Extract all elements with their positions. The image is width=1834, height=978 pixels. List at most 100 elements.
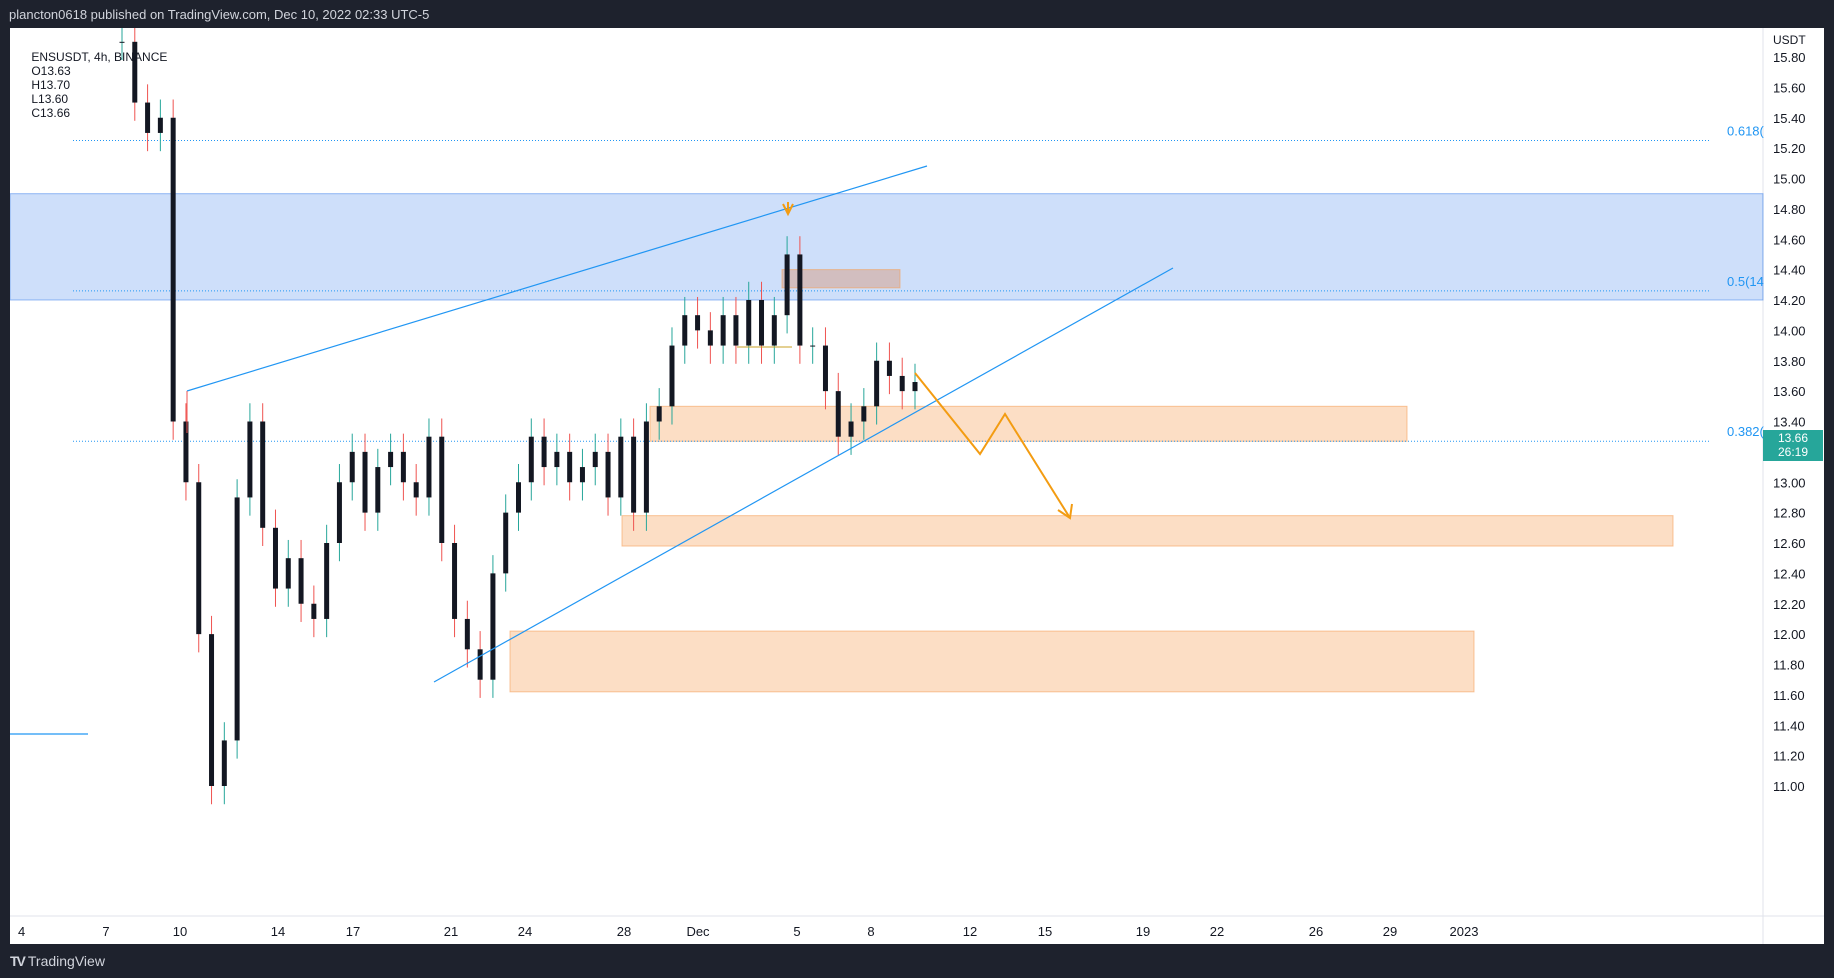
publish-header: plancton0618 published on TradingView.co…: [0, 0, 1834, 28]
price-tick-label: 15.40: [1773, 111, 1806, 126]
price-tick-label: 11.60: [1773, 688, 1805, 703]
time-tick-label: 19: [1136, 924, 1150, 939]
price-tick-label: 14.60: [1773, 232, 1806, 247]
candle-body: [541, 436, 547, 468]
candle-body: [196, 482, 202, 635]
candle-body: [835, 391, 841, 437]
candle-body: [746, 300, 752, 346]
time-tick-label: 28: [617, 924, 631, 939]
candle-body: [336, 482, 342, 543]
candle-body: [733, 315, 739, 346]
price-tick-label: 13.60: [1773, 384, 1806, 399]
lower-trendline: [433, 267, 1174, 683]
chart-canvas[interactable]: 0.618(0.5(14 0.382(15.80 15.60 15.40 15.20 15…: [10, 28, 1824, 944]
price-tick-label: 14.00: [1773, 323, 1806, 338]
candle-body: [119, 41, 125, 43]
candle-body: [464, 618, 470, 650]
candle-body: [503, 512, 509, 574]
candle-body: [554, 451, 560, 468]
price-unit: USDT: [1773, 33, 1806, 47]
price-tick-label: 15.00: [1773, 172, 1806, 187]
candle-body: [874, 360, 880, 407]
time-tick-label: 22: [1210, 924, 1224, 939]
candle-body: [439, 436, 445, 543]
candle-body: [349, 451, 355, 483]
time-tick-label: 21: [444, 924, 458, 939]
candle-body: [516, 482, 521, 513]
candle-body: [272, 527, 278, 589]
legend-open: O13.63: [31, 64, 71, 78]
zone-demand: [649, 405, 1408, 442]
candle-body: [669, 345, 675, 407]
time-tick-label: 12: [963, 924, 977, 939]
candle-body: [324, 543, 330, 619]
candle-body: [157, 117, 163, 133]
publish-text: plancton0618 published on TradingView.co…: [9, 7, 430, 22]
zone-supply: [10, 193, 1764, 301]
fib-level-label: 0.382(: [1727, 424, 1765, 439]
candle-body: [707, 330, 713, 346]
time-tick-label: 29: [1383, 924, 1397, 939]
time-tick-label: 26: [1309, 924, 1323, 939]
price-tick-label: 12.40: [1773, 566, 1806, 581]
candle-body: [771, 315, 777, 346]
candle-body: [848, 421, 854, 437]
time-tick-label: 10: [173, 924, 187, 939]
candle-body: [810, 345, 816, 347]
candle-body: [605, 451, 611, 498]
price-tick-label: 13.40: [1773, 415, 1806, 430]
candle-body: [631, 436, 637, 513]
candle-body: [579, 467, 585, 483]
candle-body: [861, 406, 867, 422]
candle-body: [567, 451, 573, 483]
candle-body: [477, 649, 483, 680]
price-tick-label: 12.60: [1773, 536, 1806, 551]
price-tick-label: 12.80: [1773, 506, 1806, 521]
candle-body: [912, 382, 918, 392]
footer-bar: TV TradingView: [0, 944, 1834, 978]
legend-low: L13.60: [31, 92, 69, 106]
price-tick-label: 14.80: [1773, 202, 1806, 217]
candle-body: [695, 315, 701, 331]
price-tick-label: 11.00: [1773, 779, 1805, 794]
fib-level-label: 0.5(14: [1727, 274, 1764, 289]
candle-body: [886, 360, 892, 376]
price-tick-label: 15.60: [1773, 80, 1806, 95]
tradingview-logo[interactable]: TV TradingView: [10, 953, 105, 969]
candle-body: [183, 421, 189, 483]
candle-body: [899, 375, 905, 392]
zone-range: [781, 269, 901, 289]
legend-symbol: ENSUSDT, 4h, BINANCE: [31, 50, 168, 64]
price-tick-label: 13.80: [1773, 354, 1806, 369]
candle-body: [362, 451, 368, 513]
time-tick-label: 4: [18, 924, 25, 939]
candle-body: [822, 345, 828, 392]
legend-close: C13.66: [31, 106, 71, 120]
candle-body: [682, 315, 688, 346]
candle-body: [234, 497, 240, 741]
time-tick-label: 24: [518, 924, 532, 939]
time-tick-label: 5: [793, 924, 800, 939]
price-tick-label: 12.20: [1773, 597, 1806, 612]
price-tick-label: 11.80: [1773, 658, 1805, 673]
candle-body: [413, 482, 419, 498]
price-tick-label: 14.40: [1773, 263, 1806, 278]
candle-body: [298, 558, 304, 604]
chart-pane[interactable]: 0.618(0.5(14 0.382(15.80 15.60 15.40 15.20 15…: [10, 28, 1824, 944]
time-tick-label: 2023: [1450, 924, 1479, 939]
time-tick-label: 8: [867, 924, 874, 939]
candle-body: [426, 436, 432, 498]
time-tick-label: 15: [1038, 924, 1052, 939]
candle-body: [221, 740, 227, 786]
legend-high: H13.70: [31, 78, 71, 92]
price-tick-label: 12.00: [1773, 627, 1806, 642]
price-tick-label: 15.80: [1773, 50, 1806, 65]
price-tick-label: 11.40: [1773, 718, 1805, 733]
tradingview-logo-icon: TV: [10, 953, 26, 969]
time-tick-label: 7: [102, 924, 109, 939]
candle-body: [528, 436, 534, 483]
candle-body: [784, 254, 790, 316]
zone-demand: [509, 630, 1475, 693]
candle-body: [797, 254, 803, 346]
candle-body: [388, 451, 394, 468]
